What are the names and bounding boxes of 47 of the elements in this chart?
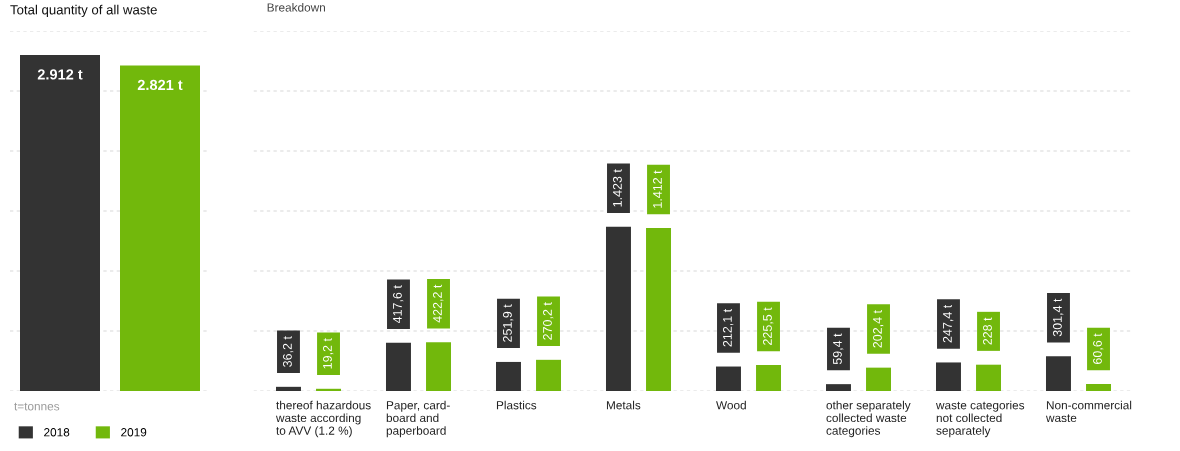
- data-label: 247,4 t: [942, 304, 954, 343]
- data-label: 19,2 t: [323, 338, 334, 369]
- data-label: 1.423 t: [612, 169, 622, 207]
- bar: [1046, 356, 1071, 391]
- x-tick-label: thereof hazardous waste according to AVV (1.2 %): [275, 400, 371, 438]
- bar: [276, 386, 301, 391]
- data-label: 2.821 t: [137, 79, 183, 91]
- bar: [316, 388, 342, 391]
- bar: [1086, 384, 1112, 391]
- data-label: 60,6 t: [1093, 333, 1104, 364]
- data-label: 301,4 t: [1052, 298, 1064, 337]
- legend-label: 2019: [121, 428, 147, 437]
- bar: [606, 226, 631, 391]
- bar: [716, 366, 741, 391]
- data-label: 228 t: [983, 317, 992, 345]
- bar: [646, 228, 672, 391]
- bar: [426, 342, 452, 391]
- data-label: 251,9 t: [502, 304, 514, 342]
- data-label: 225,5 t: [763, 307, 774, 345]
- data-label: 270,2 t: [543, 302, 554, 340]
- x-tick-label: Non-commercial waste: [1045, 400, 1132, 423]
- legend-label: 2018: [44, 428, 70, 437]
- bar: [756, 364, 782, 391]
- data-label: 417,6 t: [392, 285, 404, 324]
- data-label: 59,4 t: [832, 333, 844, 365]
- data-label: 36,2 t: [282, 336, 294, 367]
- data-label: 1.412 t: [653, 170, 662, 208]
- data-label: 212,1 t: [722, 308, 734, 347]
- x-tick-label: Plastics: [496, 400, 537, 410]
- bar: [826, 384, 851, 391]
- x-tick-label: Metals: [606, 400, 641, 410]
- text: t=tonnes: [14, 402, 60, 411]
- bar: [936, 362, 961, 391]
- data-label: 202,4 t: [873, 310, 884, 348]
- bar: [496, 361, 521, 391]
- bar: [536, 359, 562, 391]
- bar: [976, 364, 1002, 391]
- bar: [386, 342, 411, 391]
- data-label: 2.912 t: [37, 69, 83, 80]
- x-tick-label: Paper, card- board and paperboard: [386, 400, 450, 438]
- chart-title: Total quantity of all waste: [10, 4, 157, 18]
- x-tick-label: Wood: [716, 400, 746, 410]
- x-tick-label: other separately collected waste categories: [826, 400, 911, 438]
- bar: [866, 367, 892, 391]
- data-label: 422,2 t: [433, 284, 444, 323]
- chart-title: Breakdown: [267, 3, 325, 12]
- x-tick-label: waste categories not collected separately: [935, 400, 1025, 438]
